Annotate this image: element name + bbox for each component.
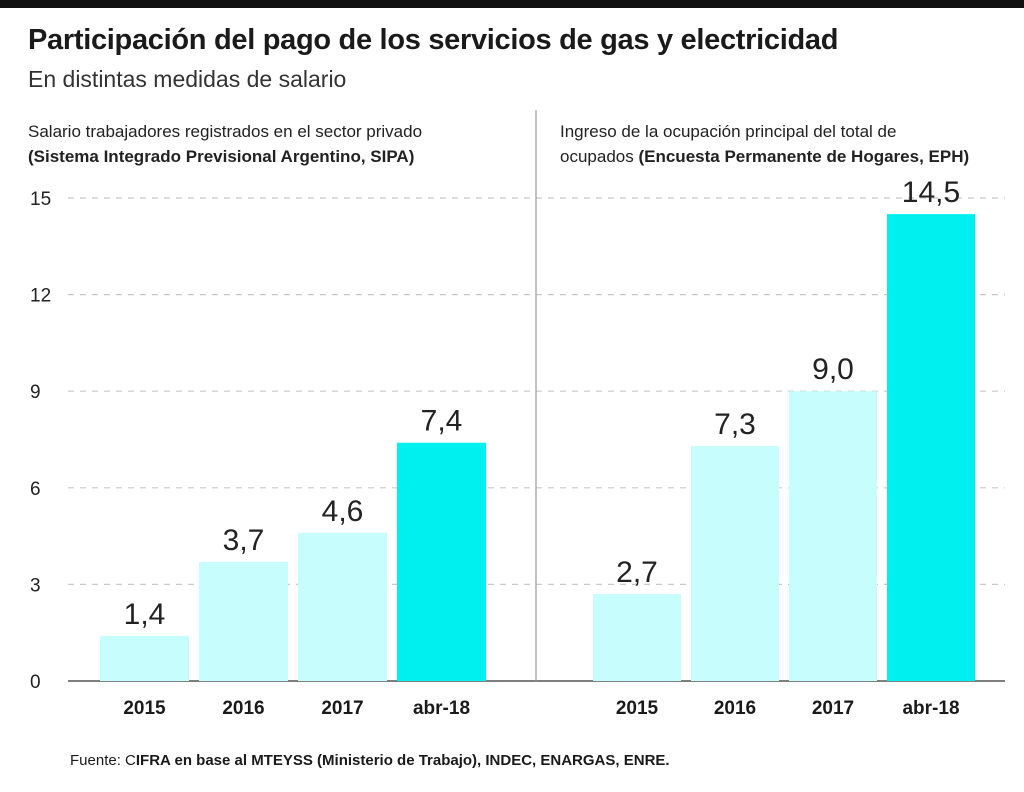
right-panel-label: Ingreso de la ocupación principal del to… — [560, 119, 969, 169]
y-tick-label: 12 — [30, 286, 51, 307]
data-label: 4,6 — [322, 495, 364, 528]
bar-sipa-2017 — [298, 532, 387, 681]
x-tick-label: 2017 — [321, 698, 363, 719]
right-panel-source: (Encuesta Permanente de Hogares, EPH) — [638, 147, 970, 166]
chart-title: Participación del pago de los servicios … — [28, 24, 839, 56]
bar-sipa-2016 — [199, 561, 288, 681]
bar-sipa-2015 — [100, 635, 189, 681]
chart-subtitle: En distintas medidas de salario — [28, 66, 347, 92]
top-bar — [0, 0, 1024, 8]
data-label: 3,7 — [223, 524, 265, 557]
right-panel-title-line2: ocupados — [560, 147, 634, 166]
bar-sipa-abr-18 — [397, 442, 486, 681]
data-label: 14,5 — [902, 176, 960, 209]
left-panel-label: Salario trabajadores registrados en el s… — [28, 119, 422, 169]
bar-eph-2016 — [691, 445, 779, 681]
y-tick-label: 9 — [30, 382, 41, 403]
data-label: 1,4 — [124, 598, 166, 631]
left-panel-title: Salario trabajadores registrados en el s… — [28, 122, 423, 141]
data-label: 7,3 — [714, 408, 756, 441]
x-tick-label: abr-18 — [413, 698, 470, 719]
data-label: 9,0 — [812, 353, 854, 386]
source-text: IFRA en base al MTEYSS (Ministerio de Tr… — [135, 752, 670, 769]
x-tick-label: 2016 — [222, 698, 264, 719]
y-tick-label: 3 — [30, 575, 41, 596]
x-tick-label: abr-18 — [902, 698, 959, 719]
source-prefix: Fuente: C — [70, 752, 136, 769]
x-tick-label: 2016 — [714, 698, 756, 719]
x-tick-label: 2015 — [616, 698, 659, 719]
data-label: 2,7 — [616, 556, 658, 589]
bar-eph-2017 — [789, 391, 877, 681]
bar-eph-2015 — [593, 594, 681, 681]
left-panel-source: (Sistema Integrado Previsional Argentino… — [28, 147, 415, 166]
x-tick-label: 2015 — [123, 698, 166, 719]
y-tick-label: 6 — [30, 479, 41, 500]
data-label: 7,4 — [421, 405, 463, 438]
x-tick-label: 2017 — [812, 698, 854, 719]
y-tick-label: 15 — [30, 189, 51, 210]
y-tick-label: 0 — [30, 672, 41, 693]
bar-eph-abr-18 — [887, 214, 975, 681]
right-panel-title-line1: Ingreso de la ocupación principal del to… — [560, 122, 897, 141]
source-note: Fuente: CIFRA en base al MTEYSS (Ministe… — [70, 752, 670, 769]
